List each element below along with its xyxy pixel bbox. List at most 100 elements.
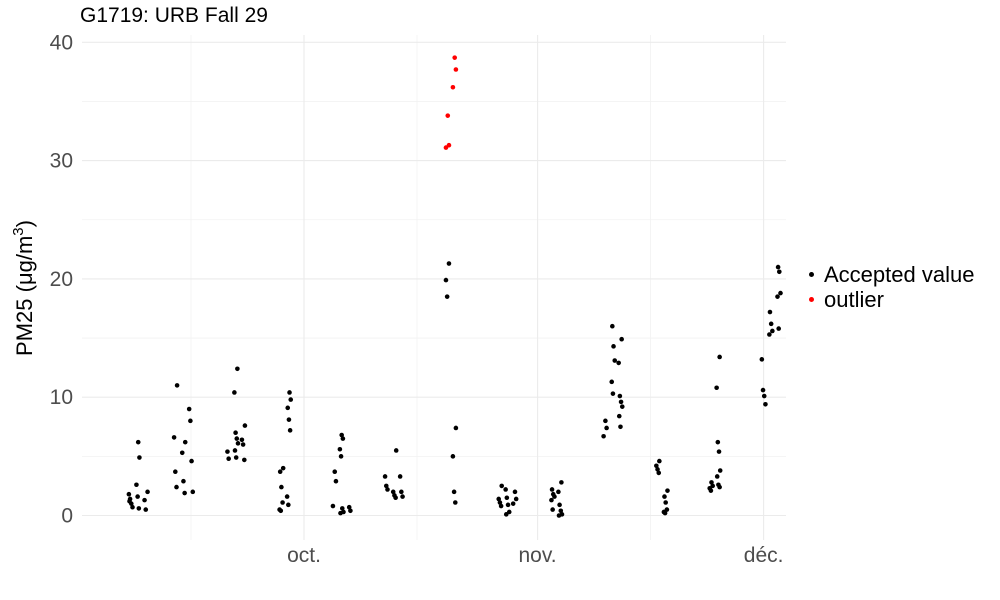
x-tick-label: nov. [519, 544, 557, 567]
accepted-point [174, 484, 179, 490]
accepted-point [655, 467, 660, 472]
accepted-point [233, 455, 239, 460]
accepted-point [337, 446, 343, 452]
outlier-point [450, 84, 456, 90]
accepted-point [190, 489, 196, 495]
accepted-point [619, 336, 624, 342]
legend-key-accepted [806, 262, 820, 287]
x-tick-labels: oct. nov. déc. [287, 544, 783, 567]
accepted-point [708, 488, 714, 493]
accepted-point [451, 489, 457, 495]
accepted-point [618, 399, 624, 405]
y-axis-label: PM25 (μg/m3) [10, 220, 37, 356]
accepted-point [340, 436, 346, 441]
accepted-point [232, 448, 238, 453]
outlier-point [443, 145, 449, 150]
accepted-point [137, 455, 142, 460]
accepted-point [550, 507, 555, 512]
accepted-point [610, 391, 616, 396]
accepted-point [242, 457, 247, 463]
accepted-point [136, 506, 142, 511]
accepted-point [558, 508, 564, 514]
accepted-point [604, 425, 609, 431]
accepted-point [226, 456, 231, 462]
accepted-point [609, 379, 615, 385]
accepted-point [767, 332, 772, 337]
accepted-point [287, 390, 292, 395]
legend-key-outlier [806, 287, 820, 312]
legend-dot-accepted [809, 272, 814, 277]
accepted-point [503, 487, 508, 492]
accepted-point [663, 500, 668, 505]
accepted-point [135, 439, 141, 445]
accepted-point [777, 269, 782, 275]
legend-dot-outlier [809, 297, 814, 302]
accepted-point [714, 385, 719, 391]
accepted-point [778, 290, 783, 296]
accepted-point [188, 418, 193, 424]
accepted-point [130, 504, 135, 510]
accepted-point [393, 495, 398, 501]
accepted-point [444, 294, 450, 299]
accepted-point [717, 484, 722, 490]
accepted-point [503, 512, 509, 517]
accepted-point [179, 450, 185, 456]
accepted-point [499, 483, 505, 489]
accepted-point [665, 488, 670, 493]
accepted-point [715, 439, 721, 445]
y-tick-label: 0 [61, 505, 73, 528]
accepted-point [497, 500, 503, 505]
outlier-point [445, 113, 451, 118]
accepted-point [393, 448, 399, 453]
accepted-point [390, 489, 396, 495]
accepted-point [189, 458, 194, 464]
accepted-point [617, 393, 623, 399]
accepted-point [450, 454, 456, 459]
accepted-point [656, 470, 662, 476]
accepted-point [333, 478, 339, 484]
accepted-point [662, 510, 668, 516]
data-points [126, 55, 783, 518]
accepted-point [143, 507, 149, 512]
accepted-point [616, 360, 621, 366]
accepted-point [616, 413, 622, 419]
accepted-point [557, 502, 562, 508]
accepted-point [549, 497, 554, 503]
y-tick-label: 20 [50, 268, 73, 291]
accepted-point [513, 496, 519, 502]
accepted-point [235, 441, 241, 446]
accepted-point [775, 294, 780, 299]
x-tick-label: oct. [287, 544, 321, 567]
accepted-point [504, 495, 510, 501]
accepted-point [285, 405, 291, 411]
y-tick-label: 10 [50, 386, 73, 409]
accepted-point [717, 354, 722, 360]
y-tick-labels: 0 10 20 30 40 [50, 31, 73, 527]
accepted-point [239, 437, 245, 443]
accepted-point [662, 494, 667, 499]
legend-label-outlier: outlier [824, 286, 884, 312]
accepted-point [338, 454, 344, 459]
accepted-point [284, 494, 290, 499]
accepted-point [654, 463, 659, 469]
accepted-point [182, 439, 188, 445]
accepted-point [127, 499, 132, 504]
accepted-point [496, 496, 502, 502]
y-tick-label: 40 [50, 31, 73, 54]
accepted-point [186, 406, 192, 412]
x-tick-label: déc. [744, 544, 784, 567]
accepted-point [505, 502, 511, 508]
accepted-point [332, 469, 338, 475]
minor-grid [82, 35, 786, 540]
accepted-point [767, 309, 773, 315]
accepted-point [171, 435, 177, 440]
accepted-point [556, 489, 561, 495]
accepted-point [234, 436, 240, 441]
accepted-point [242, 423, 248, 428]
accepted-point [174, 383, 180, 388]
accepted-point [134, 482, 139, 488]
accepted-point [761, 393, 767, 399]
accepted-point [279, 484, 284, 490]
accepted-point [601, 433, 606, 439]
accepted-point [612, 358, 618, 363]
